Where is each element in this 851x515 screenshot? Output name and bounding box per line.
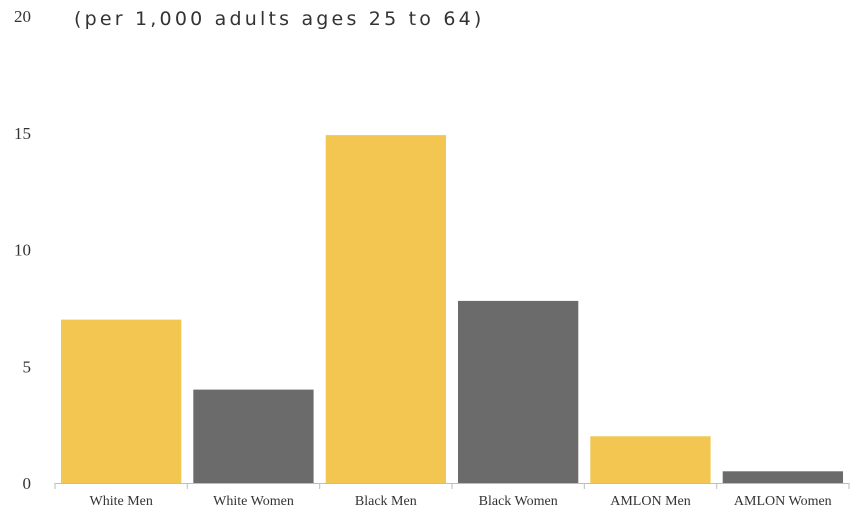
x-axis-ticks <box>54 483 850 489</box>
bar-amlon-women <box>722 471 843 483</box>
category-label: Black Women <box>479 494 558 509</box>
y-tick-label: 10 <box>14 241 31 260</box>
category-label: White Men <box>90 494 153 509</box>
category-label: AMLON Men <box>610 494 691 509</box>
bars <box>61 135 843 483</box>
category-labels: White Men White Women Black Men Black Women… <box>90 494 832 509</box>
y-axis-ticks: 0 5 10 15 20 <box>14 7 31 493</box>
bar-black-men <box>325 135 446 483</box>
y-tick-label: 0 <box>23 474 32 493</box>
chart-subtitle: (per 1,000 adults ages 25 to 64) <box>74 8 485 30</box>
bar-black-women <box>458 300 579 483</box>
bar-white-men <box>61 319 182 483</box>
category-label: AMLON Women <box>734 494 832 509</box>
bar-amlon-men <box>590 436 711 483</box>
bar-white-women <box>193 389 314 483</box>
y-tick-label: 15 <box>14 124 31 143</box>
category-label: White Women <box>213 494 294 509</box>
y-tick-label: 20 <box>14 7 31 26</box>
y-tick-label: 5 <box>23 357 32 376</box>
category-label: Black Men <box>355 494 417 509</box>
